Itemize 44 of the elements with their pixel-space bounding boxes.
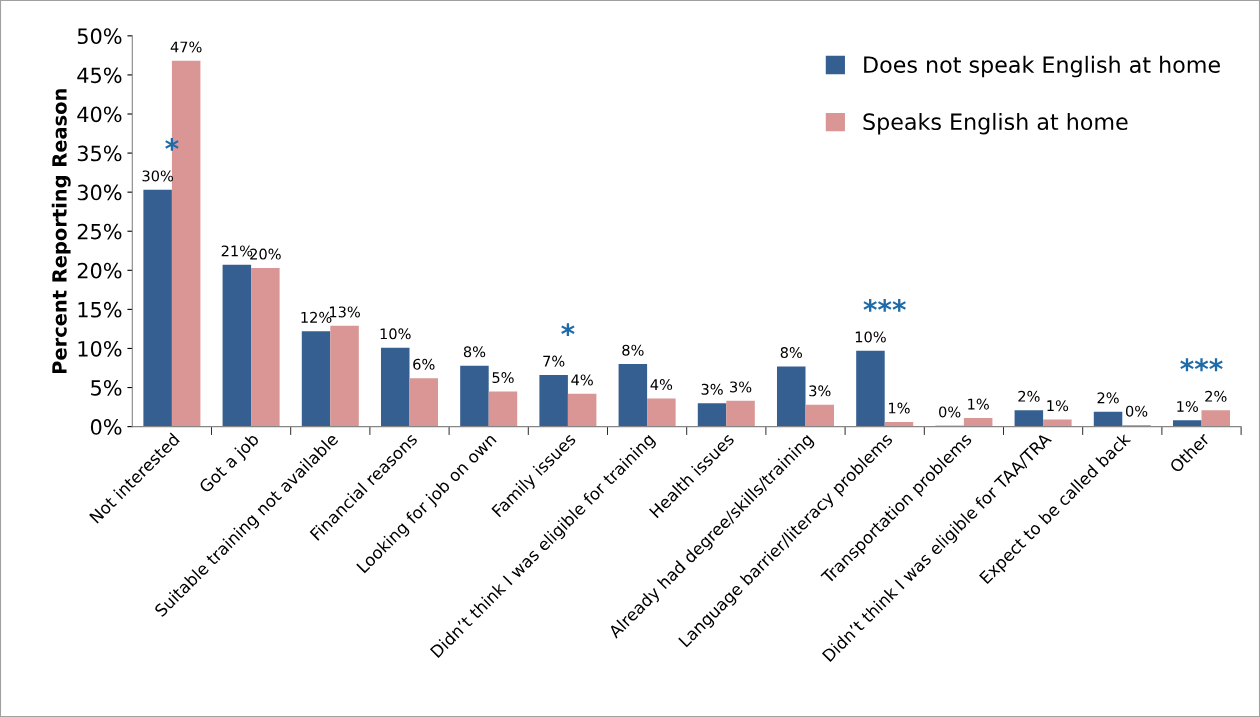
x-tick-label: Got a job — [198, 432, 262, 496]
y-tick-label: 10% — [78, 340, 122, 357]
y-tick-label: 50% — [77, 28, 122, 45]
data-label: 8% — [463, 346, 486, 358]
annotation: * — [561, 323, 575, 337]
data-label: 12% — [301, 311, 332, 323]
data-label: 2% — [1018, 390, 1040, 402]
y-tick-label: 5% — [91, 379, 122, 396]
data-label: 30% — [142, 170, 174, 182]
data-label: 4% — [650, 379, 673, 391]
data-label: 8% — [622, 344, 644, 356]
y-tick-label: 45% — [77, 67, 122, 84]
data-label: 2% — [1097, 392, 1119, 404]
data-label: 5% — [492, 372, 514, 384]
data-label: 6% — [413, 358, 435, 370]
data-label: 0% — [939, 406, 961, 418]
y-axis-title: Percent Reporting Reason — [51, 89, 71, 374]
data-label: 2% — [1205, 390, 1227, 402]
data-label: 10% — [855, 331, 886, 343]
legend-label: Does not speak English at home — [864, 55, 1220, 78]
y-tick-label: 40% — [77, 106, 122, 123]
legend-label: Speaks English at home — [863, 112, 1128, 135]
data-label: 3% — [730, 381, 752, 393]
annotation: *** — [1180, 358, 1223, 372]
y-tick-label: 35% — [77, 145, 122, 162]
data-label: 10% — [380, 328, 411, 340]
data-label: 1% — [968, 398, 989, 410]
y-tick-label: 25% — [77, 223, 122, 240]
y-tick-label: 30% — [77, 184, 122, 201]
data-label: 4% — [571, 374, 593, 386]
data-label: 13% — [329, 306, 360, 318]
data-label: 8% — [780, 347, 803, 359]
data-label: 47% — [170, 41, 202, 53]
data-label: 7% — [543, 355, 565, 367]
y-tick-label: 15% — [78, 301, 122, 318]
data-label: 1% — [1047, 400, 1069, 412]
data-label: 3% — [809, 385, 831, 397]
annotation: * — [165, 137, 179, 151]
y-tick-label: 20% — [77, 262, 122, 279]
data-label: 3% — [701, 383, 723, 395]
data-label: 1% — [888, 402, 910, 414]
annotation: *** — [863, 298, 906, 312]
data-label: 0% — [1125, 405, 1148, 417]
data-label: 1% — [1177, 400, 1199, 412]
